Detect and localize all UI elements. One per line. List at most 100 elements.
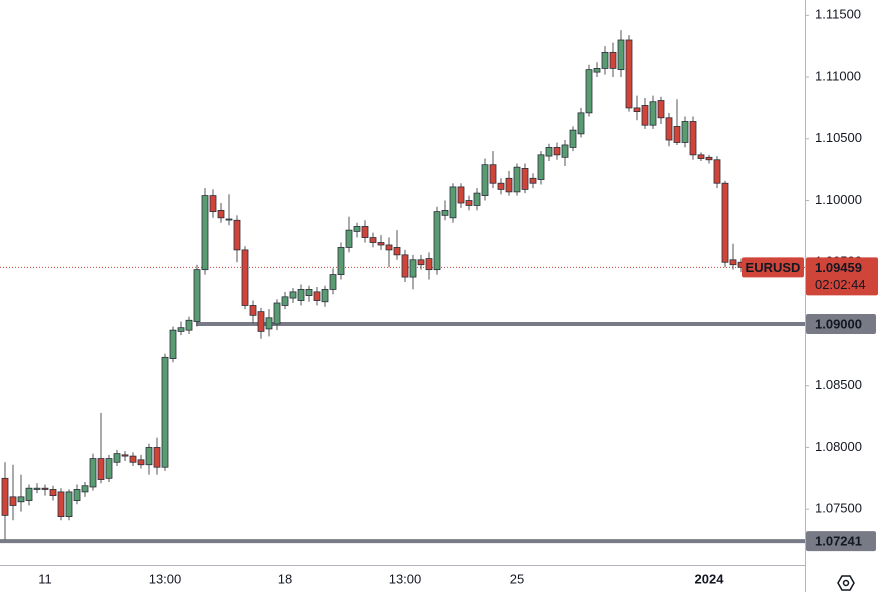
candle-body <box>537 154 545 180</box>
candle-body <box>641 105 649 126</box>
candle-body <box>193 269 201 322</box>
candle-body <box>249 305 257 316</box>
candle-body <box>385 244 393 251</box>
candle-body <box>529 177 537 184</box>
candle-body <box>137 459 145 466</box>
candle-body <box>681 121 689 143</box>
candle-body <box>545 147 553 157</box>
candle-body <box>353 226 361 232</box>
candle-body <box>361 226 369 238</box>
candle-body <box>153 447 161 468</box>
plot-area <box>0 30 805 544</box>
y-tick-label: 1.07500 <box>815 501 862 516</box>
x-tick-label: 2024 <box>695 571 725 586</box>
candle-body <box>721 182 729 263</box>
y-tick-label: 1.11500 <box>815 7 861 22</box>
symbol-tag: EURUSD <box>746 260 801 275</box>
axes: 1.075001.080001.085001.090001.095001.100… <box>38 7 878 586</box>
candle-body <box>553 147 561 156</box>
candle-body <box>33 487 41 490</box>
candle-body <box>289 291 297 299</box>
settings-button[interactable] <box>837 575 855 591</box>
x-tick-label: 18 <box>278 571 292 586</box>
last-price-label: 1.09459 <box>815 260 862 275</box>
candle-body <box>57 491 65 517</box>
candle-body <box>105 458 113 479</box>
candle-body <box>177 327 185 332</box>
candle-body <box>697 154 705 159</box>
candle-body <box>561 144 569 158</box>
candle-body <box>657 100 665 119</box>
candle-body <box>241 249 249 306</box>
candle-body <box>417 259 425 266</box>
candle-body <box>633 107 641 113</box>
candle-body <box>97 458 105 480</box>
candle-body <box>409 259 417 278</box>
candle-body <box>9 496 17 506</box>
candle-body <box>457 186 465 204</box>
candle-body <box>369 237 377 243</box>
candle-body <box>441 209 449 216</box>
candle-body <box>569 129 577 148</box>
level-label-box <box>806 313 876 334</box>
candle-body <box>625 39 633 109</box>
candle-body <box>1 477 9 516</box>
candle-body <box>649 101 657 126</box>
candle-body <box>49 489 57 497</box>
settings-icon-center[interactable] <box>842 579 850 587</box>
candle-body <box>201 195 209 271</box>
candle-body <box>313 291 321 301</box>
x-tick-label: 25 <box>510 571 524 586</box>
candle-body <box>705 156 713 161</box>
candle-body <box>393 247 401 256</box>
candle-body <box>305 289 313 296</box>
candle-body <box>449 186 457 219</box>
candle-body <box>217 209 225 219</box>
candle-body <box>433 211 441 271</box>
x-tick-label: 11 <box>38 571 52 586</box>
candle-body <box>521 168 529 190</box>
x-tick-label: 13:00 <box>149 571 182 586</box>
candle-body <box>601 51 609 69</box>
candle-body <box>425 258 433 271</box>
last-price-box <box>806 257 878 296</box>
candle-body <box>401 254 409 278</box>
y-tick-label: 1.10000 <box>815 192 862 207</box>
level-label: 1.07241 <box>815 534 862 549</box>
candle-body <box>81 485 89 493</box>
x-tick-label: 13:00 <box>389 571 422 586</box>
candle-body <box>489 164 497 184</box>
candle-body <box>209 195 217 213</box>
candle-body <box>585 69 593 114</box>
candle-body <box>281 296 289 306</box>
candle-body <box>465 200 473 206</box>
candle-body <box>41 487 49 490</box>
candle-body <box>345 229 353 248</box>
candle-body <box>473 192 481 206</box>
candle-body <box>577 112 585 135</box>
settings-icon[interactable] <box>837 575 855 591</box>
candle-body <box>257 311 265 332</box>
candle-body <box>73 489 81 501</box>
y-tick-label: 1.08000 <box>815 439 862 454</box>
candle-body <box>321 289 329 303</box>
candle-body <box>337 247 345 275</box>
candle-body <box>689 121 697 156</box>
candle-body <box>65 491 73 517</box>
y-tick-label: 1.08500 <box>815 377 862 392</box>
candle-body <box>729 259 737 266</box>
candle-body <box>665 117 673 141</box>
candle-body <box>593 68 601 73</box>
y-tick-label: 1.11000 <box>815 68 861 83</box>
candle-body <box>225 218 233 221</box>
candle-body <box>513 166 521 193</box>
candle-body <box>25 487 33 501</box>
candle-body <box>185 319 193 331</box>
level-label-box <box>806 531 876 552</box>
level-label: 1.09000 <box>815 316 862 331</box>
candle-body <box>673 126 681 143</box>
candle-body <box>121 454 129 457</box>
candle-body <box>297 289 305 301</box>
